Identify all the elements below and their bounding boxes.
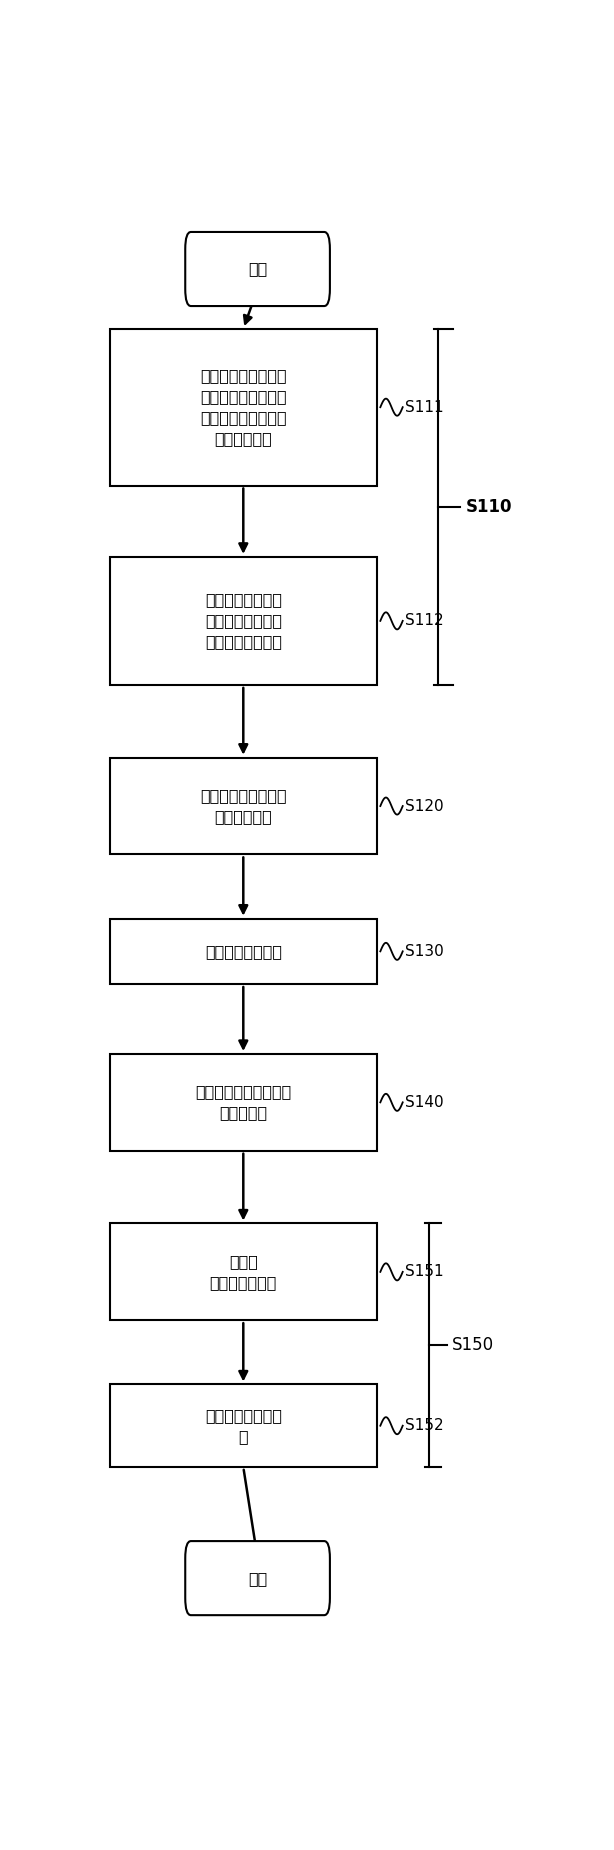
FancyBboxPatch shape xyxy=(110,557,376,684)
Text: S151: S151 xyxy=(405,1264,444,1280)
Text: S112: S112 xyxy=(405,614,444,629)
Text: 初始化工艺腔室温
度: 初始化工艺腔室温 度 xyxy=(205,1408,282,1443)
FancyBboxPatch shape xyxy=(110,758,376,855)
FancyBboxPatch shape xyxy=(110,1054,376,1151)
Text: S140: S140 xyxy=(405,1095,444,1110)
Text: S130: S130 xyxy=(405,944,444,958)
Text: 循环执行快速清洗工
艺腔室的流程: 循环执行快速清洗工 艺腔室的流程 xyxy=(200,788,287,823)
FancyBboxPatch shape xyxy=(110,1384,376,1467)
Text: S111: S111 xyxy=(405,400,444,414)
Text: 加热所述工艺腔室，
以使得所述工艺腔室
内的温度符合清洗杂
质的预设温度: 加热所述工艺腔室， 以使得所述工艺腔室 内的温度符合清洗杂 质的预设温度 xyxy=(200,368,287,446)
FancyBboxPatch shape xyxy=(110,329,376,485)
Text: S150: S150 xyxy=(451,1336,494,1354)
FancyBboxPatch shape xyxy=(185,231,330,305)
FancyBboxPatch shape xyxy=(110,1223,376,1321)
Text: 延时第一预设时间
后，对所述工艺腔
室进行初步抽真空: 延时第一预设时间 后，对所述工艺腔 室进行初步抽真空 xyxy=(205,592,282,649)
Text: 过渡清洗工艺腔室: 过渡清洗工艺腔室 xyxy=(205,944,282,958)
Text: 结束: 结束 xyxy=(248,1571,267,1585)
Text: 循环执行深度清洗工艺
腔室的流程: 循环执行深度清洗工艺 腔室的流程 xyxy=(195,1084,292,1121)
Text: S110: S110 xyxy=(465,498,512,516)
Text: 开始: 开始 xyxy=(248,261,267,276)
Text: S152: S152 xyxy=(405,1419,444,1434)
FancyBboxPatch shape xyxy=(110,919,376,984)
Text: S120: S120 xyxy=(405,799,444,814)
FancyBboxPatch shape xyxy=(185,1541,330,1615)
Text: 对工艺
腔室再次抽真空: 对工艺 腔室再次抽真空 xyxy=(209,1254,277,1289)
